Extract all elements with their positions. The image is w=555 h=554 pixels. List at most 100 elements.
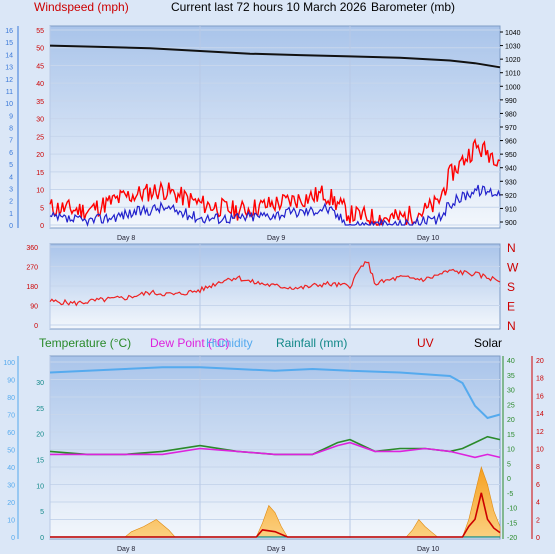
tick-label-temperature: 0 (507, 476, 511, 483)
tick-label-humidity: 90 (7, 378, 15, 385)
dew-point-line (50, 441, 501, 459)
tick-label-mb: 1020 (505, 57, 521, 64)
compass-label: E (507, 300, 515, 314)
tick-label-temperature: 15 (507, 432, 515, 439)
tick-label-bft: 7 (9, 138, 13, 145)
tick-label-bft: 9 (9, 113, 13, 120)
tick-label-mb: 950 (505, 152, 517, 159)
tick-label-mph: 45 (36, 63, 44, 70)
tick-label-humidity: 10 (7, 518, 15, 525)
tick-label-mb: 960 (505, 139, 517, 146)
tick-label-bft: 0 (9, 223, 13, 230)
windspeed-axis-title: Windspeed (mph) (34, 0, 129, 14)
tick-label-mph: 5 (40, 205, 44, 212)
tick-label-bft: 12 (5, 77, 13, 84)
tick-label-temperature: 25 (507, 402, 515, 409)
tick-label-day: Day 9 (267, 546, 285, 553)
tick-label-uv: 14 (536, 411, 544, 418)
humidity-line (49, 366, 501, 420)
tick-label-mph: 20 (36, 152, 44, 159)
tick-label-bft: 11 (6, 89, 13, 96)
tick-label-mb: 1040 (505, 30, 521, 37)
compass-label: W (507, 261, 519, 275)
tick-label-degrees: 180 (26, 284, 38, 291)
tick-label-degrees: 360 (26, 245, 38, 252)
compass-label: N (507, 319, 516, 333)
tick-label-temperature: 20 (507, 417, 515, 424)
tick-label-day: Day 8 (117, 546, 135, 553)
uv-line (50, 492, 501, 538)
tick-label-degrees: 90 (30, 304, 38, 311)
tick-label-bft: 15 (5, 40, 13, 47)
tick-label-mph: 35 (36, 99, 44, 106)
tick-label-humidity: 0 (11, 535, 15, 542)
tick-label-temperature: -10 (507, 506, 517, 513)
tick-label-temperature: -15 (507, 520, 517, 527)
wind-gust-line (49, 137, 501, 226)
tick-label-bft: 5 (9, 162, 13, 169)
tick-label-rainfall: 0 (40, 535, 44, 542)
barometer-line (49, 44, 501, 69)
tick-label-humidity: 50 (7, 448, 15, 455)
tick-label-temperature: 10 (507, 447, 515, 454)
tick-label-temperature: -5 (507, 491, 513, 498)
plot-area-climate (49, 355, 501, 540)
tick-label-uv: 10 (536, 447, 544, 454)
tick-label-mph: 50 (36, 46, 44, 53)
tick-label-uv: 20 (536, 358, 544, 365)
compass-label: N (507, 241, 516, 255)
solar-area (50, 465, 501, 538)
chart-title: Current last 72 hours 10 March 2026 (171, 0, 367, 14)
tick-label-rainfall: 25 (36, 406, 44, 413)
tick-label-bft: 13 (5, 65, 13, 72)
tick-label-mb: 1000 (505, 84, 521, 91)
tick-label-mph: 30 (36, 117, 44, 124)
tick-label-mph: 55 (36, 28, 44, 35)
legend-dew-point: Dew Point (°C) (150, 336, 229, 350)
tick-label-bft: 10 (5, 101, 13, 108)
tick-label-bft: 4 (9, 174, 13, 181)
tick-label-uv: 18 (536, 376, 544, 383)
tick-label-mb: 970 (505, 125, 517, 132)
tick-label-humidity: 70 (7, 413, 15, 420)
tick-label-bft: 8 (9, 126, 13, 133)
tick-label-mb: 990 (505, 98, 517, 105)
tick-label-mb: 910 (505, 206, 517, 213)
tick-label-uv: 4 (536, 500, 540, 507)
tick-label-day: Day 8 (117, 235, 135, 242)
tick-label-temperature: 40 (507, 358, 515, 365)
tick-label-temperature: 5 (507, 461, 511, 468)
tick-label-bft: 2 (9, 199, 13, 206)
tick-label-mb: 920 (505, 193, 517, 200)
tick-label-uv: 16 (536, 393, 544, 400)
tick-label-bft: 3 (9, 186, 13, 193)
tick-label-day: Day 10 (417, 235, 439, 242)
temperature-line (49, 435, 501, 456)
tick-label-rainfall: 15 (36, 458, 44, 465)
tick-label-temperature: -20 (507, 535, 517, 542)
tick-label-mb: 930 (505, 179, 517, 186)
tick-label-uv: 12 (536, 429, 544, 436)
tick-label-bft: 1 (9, 211, 13, 218)
tick-label-mb: 940 (505, 166, 517, 173)
tick-label-mph: 0 (40, 223, 44, 230)
compass-label: S (507, 280, 515, 294)
tick-label-bft: 16 (5, 28, 13, 35)
tick-label-humidity: 100 (3, 360, 15, 367)
tick-label-mb: 1030 (505, 44, 521, 51)
tick-label-mph: 25 (36, 134, 44, 141)
legend-humidity: Humidity (206, 336, 253, 350)
tick-label-humidity: 20 (7, 500, 15, 507)
legend-rainfall: Rainfall (mm) (276, 336, 347, 350)
tick-label-humidity: 30 (7, 483, 15, 490)
tick-label-mph: 15 (36, 170, 44, 177)
tick-label-bft: 14 (5, 52, 13, 59)
tick-label-degrees: 0 (34, 323, 38, 330)
tick-label-uv: 2 (536, 517, 540, 524)
tick-label-day: Day 10 (417, 546, 439, 553)
tick-label-mph: 10 (36, 188, 44, 195)
tick-label-rainfall: 20 (36, 432, 44, 439)
tick-label-rainfall: 10 (36, 483, 44, 490)
